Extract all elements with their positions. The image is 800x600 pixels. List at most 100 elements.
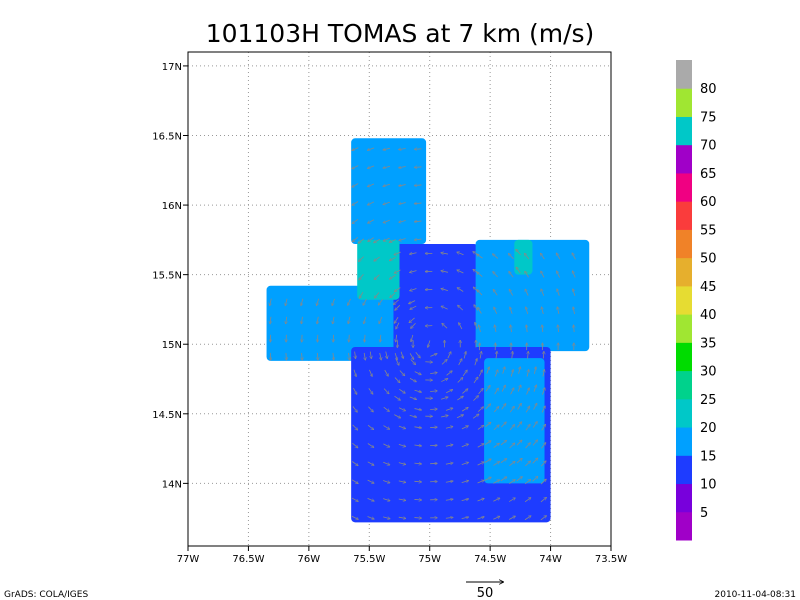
colorbar-label: 45 xyxy=(700,280,717,295)
wind-vector xyxy=(394,395,401,400)
wind-vector xyxy=(485,422,490,428)
wind-vector xyxy=(414,203,422,204)
wind-vector xyxy=(445,408,453,411)
wind-vector xyxy=(398,425,406,428)
wind-vector xyxy=(414,239,422,240)
wind-vector xyxy=(526,325,527,333)
wind-vector xyxy=(374,256,380,261)
wind-vector xyxy=(384,369,389,376)
wind-vector xyxy=(394,377,400,383)
wind-region-high-speed-patch-ne xyxy=(514,239,533,275)
wind-vector xyxy=(383,461,389,465)
wind-vector xyxy=(302,352,303,360)
wind-vector xyxy=(399,370,405,376)
wind-vector xyxy=(383,425,390,430)
wind-vector xyxy=(363,298,367,305)
wind-vector xyxy=(464,352,466,359)
colorbar-swatch xyxy=(676,511,692,541)
wind-vector xyxy=(457,270,464,274)
colorbar-swatch xyxy=(676,88,692,117)
wind-vector xyxy=(493,462,500,466)
wind-vector xyxy=(541,271,545,278)
wind-vector xyxy=(411,334,414,342)
wind-vector xyxy=(493,498,499,502)
wind-vector xyxy=(374,238,381,243)
wind-vector xyxy=(525,271,529,278)
wind-vector xyxy=(573,307,574,314)
wind-vector xyxy=(461,407,468,412)
wind-vector xyxy=(457,288,464,292)
wind-vector xyxy=(398,481,406,483)
wind-vector xyxy=(383,148,390,150)
wind-vector xyxy=(524,516,531,521)
wind-vector xyxy=(441,397,448,400)
wind-vector xyxy=(409,415,417,417)
wind-vector xyxy=(383,388,389,394)
wind-vector xyxy=(447,352,451,359)
wind-vector xyxy=(509,254,514,260)
wind-vector xyxy=(367,443,374,448)
wind-vector xyxy=(461,426,468,430)
footer-credit: GrADS: COLA/IGES xyxy=(4,590,88,600)
wind-vector xyxy=(441,360,447,365)
wind-vector xyxy=(383,480,390,482)
wind-vector xyxy=(493,407,499,413)
x-tick-label: 77W xyxy=(177,554,200,565)
wind-vector xyxy=(352,442,357,448)
wind-vector xyxy=(399,185,406,186)
wind-region-north-west-arm xyxy=(351,138,427,245)
wind-vector xyxy=(542,388,544,395)
wind-vector xyxy=(333,352,334,360)
wind-vector xyxy=(394,287,401,292)
wind-vector xyxy=(383,219,390,223)
wind-vector xyxy=(510,307,513,314)
wind-vector xyxy=(501,404,506,410)
wind-vector xyxy=(285,298,287,306)
wind-vector xyxy=(540,479,546,485)
wind-vector xyxy=(478,370,482,377)
wind-vector xyxy=(472,414,479,419)
wind-vector xyxy=(509,498,515,502)
wind-vector xyxy=(410,359,416,364)
colorbar-swatch xyxy=(676,201,692,230)
wind-vector xyxy=(380,334,381,342)
wind-vector xyxy=(414,499,421,500)
wind-speed-field xyxy=(266,138,590,523)
wind-vector xyxy=(368,219,375,223)
wind-vector xyxy=(495,325,496,333)
wind-vector xyxy=(480,352,481,359)
wind-vector xyxy=(441,379,447,382)
wind-vector xyxy=(457,252,464,256)
colorbar-label: 80 xyxy=(700,82,717,97)
wind-vector xyxy=(409,300,416,304)
wind-vector xyxy=(383,165,390,168)
wind-vector xyxy=(394,299,400,305)
wind-vector xyxy=(510,325,511,333)
wind-vector xyxy=(430,373,437,374)
wind-vector xyxy=(410,271,417,273)
wind-vector xyxy=(394,414,400,418)
wind-vector xyxy=(399,203,406,205)
wind-vector xyxy=(414,481,421,482)
wind-region-west-arm xyxy=(266,285,424,361)
wind-vector xyxy=(390,274,396,279)
wind-vector xyxy=(534,367,535,374)
wind-vector xyxy=(333,316,334,324)
wind-vector xyxy=(461,444,468,448)
wind-vector xyxy=(494,307,498,314)
wind-vector xyxy=(395,358,399,365)
wind-vector xyxy=(501,385,505,392)
wind-region-south-band-cyan xyxy=(484,358,545,484)
wind-vector xyxy=(543,370,545,377)
wind-vector xyxy=(516,422,521,428)
colorbar-swatch xyxy=(676,229,692,259)
wind-vector xyxy=(394,269,401,273)
wind-vector xyxy=(317,298,320,306)
wind-vector xyxy=(527,370,529,377)
wind-vector xyxy=(415,352,420,357)
wind-vector xyxy=(398,444,406,446)
wind-vector xyxy=(517,403,522,410)
wind-vector xyxy=(541,443,545,449)
wind-vector xyxy=(557,289,560,296)
wind-vector xyxy=(493,480,499,484)
